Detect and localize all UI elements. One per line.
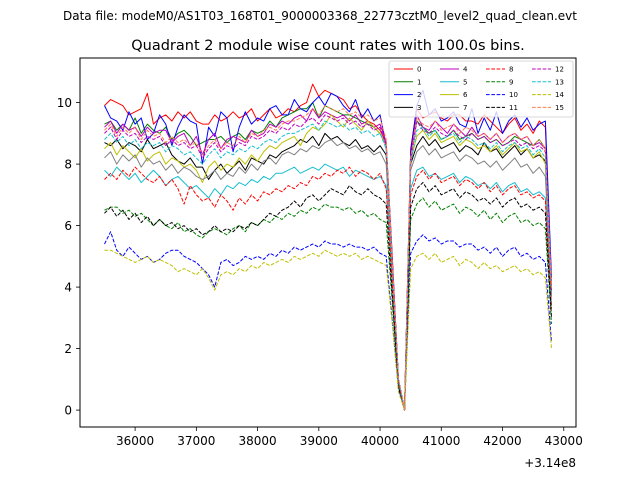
legend-frame: [388, 60, 574, 118]
y-tick-label: 6: [64, 219, 72, 233]
plot-area-frame: [79, 57, 577, 428]
legend-label-4: 4: [463, 66, 468, 74]
legend-label-0: 0: [417, 66, 421, 74]
legend-label-8: 8: [509, 66, 513, 74]
x-tick-label: 42000: [483, 434, 521, 448]
series-line-2: [104, 89, 553, 411]
x-tick-label: 36000: [116, 434, 154, 448]
legend-label-13: 13: [555, 78, 564, 86]
x-tick-label: 39000: [300, 434, 338, 448]
x-tick-label: 38000: [238, 434, 276, 448]
legend-label-11: 11: [509, 104, 518, 112]
x-tick-label: 40000: [361, 434, 399, 448]
series-line-0: [104, 83, 553, 411]
legend-label-14: 14: [555, 91, 564, 99]
series-layer: [104, 83, 553, 411]
legend-label-12: 12: [555, 66, 564, 74]
legend-label-1: 1: [417, 78, 421, 86]
chart-title: Quadrant 2 module wise count rates with …: [131, 38, 525, 54]
x-axis: 36000 37000 38000 39000 40000 41000 42000 43000: [116, 427, 583, 448]
series-line-8: [104, 166, 553, 411]
y-tick-label: 0: [64, 404, 72, 418]
series-line-6: [104, 114, 553, 411]
series-line-13: [104, 120, 553, 411]
y-tick-label: 4: [64, 281, 72, 295]
series-line-15: [104, 105, 553, 411]
y-tick-label: 2: [64, 342, 72, 356]
series-line-10: [104, 231, 553, 411]
series-line-12: [104, 114, 553, 411]
series-line-14: [104, 249, 553, 411]
y-tick-label: 10: [57, 96, 72, 110]
legend-label-15: 15: [555, 104, 564, 112]
series-line-1: [104, 102, 553, 411]
legend-label-6: 6: [463, 91, 468, 99]
legend-label-10: 10: [509, 91, 518, 99]
x-tick-label: 37000: [177, 434, 215, 448]
legend-label-2: 2: [417, 91, 421, 99]
series-line-5: [104, 163, 553, 411]
legend-label-9: 9: [509, 78, 513, 86]
x-axis-offset-label: +3.14e8: [524, 456, 576, 470]
series-line-7: [104, 138, 553, 411]
x-tick-label: 41000: [422, 434, 460, 448]
x-tick-label: 43000: [545, 434, 583, 448]
legend-label-5: 5: [463, 78, 467, 86]
series-line-9: [104, 197, 553, 411]
legend-label-7: 7: [463, 104, 467, 112]
suptitle: Data file: modeM0/AS1T03_168T01_90000033…: [63, 9, 577, 23]
y-tick-label: 8: [64, 158, 72, 172]
y-axis: 0 2 4 6 8 10: [57, 96, 80, 418]
series-line-11: [104, 182, 553, 411]
legend-label-3: 3: [417, 104, 421, 112]
